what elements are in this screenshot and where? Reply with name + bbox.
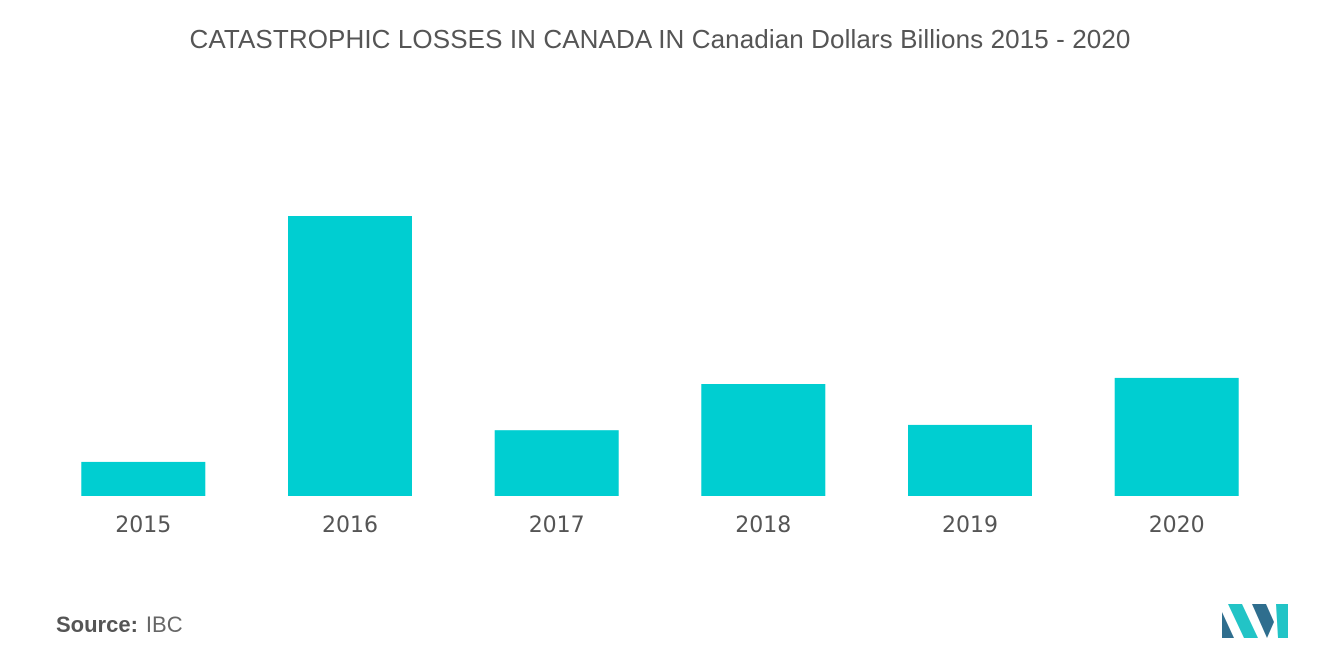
x-tick-label-2016: 2016 bbox=[322, 513, 378, 538]
logo-shape-right bbox=[1276, 604, 1288, 638]
source-note: Source: IBC bbox=[56, 612, 183, 638]
bar-2015 bbox=[81, 461, 206, 496]
bar-2018 bbox=[701, 384, 826, 496]
source-value: IBC bbox=[145, 612, 183, 637]
x-tick-label-2015: 2015 bbox=[115, 513, 171, 538]
bar-chart: 2015 2016 2017 2018 2019 2020 bbox=[81, 216, 1239, 538]
bar-2016 bbox=[288, 216, 412, 496]
x-tick-label-2020: 2020 bbox=[1149, 513, 1205, 538]
mordor-intelligence-logo-icon bbox=[1222, 604, 1288, 638]
bar-2017 bbox=[494, 430, 619, 496]
chart-title: CATASTROPHIC LOSSES IN CANADA IN Canadia… bbox=[189, 24, 1131, 54]
logo-shape-mid-right bbox=[1252, 604, 1274, 638]
source-label: Source: bbox=[56, 612, 138, 637]
x-tick-label-2018: 2018 bbox=[735, 513, 791, 538]
bar-2020 bbox=[1114, 377, 1239, 496]
x-tick-label-2019: 2019 bbox=[942, 513, 998, 538]
bar-2019 bbox=[908, 424, 1032, 496]
logo-shape-mid-left bbox=[1228, 604, 1258, 638]
x-tick-label-2017: 2017 bbox=[529, 513, 585, 538]
logo-shape-left bbox=[1222, 612, 1234, 638]
